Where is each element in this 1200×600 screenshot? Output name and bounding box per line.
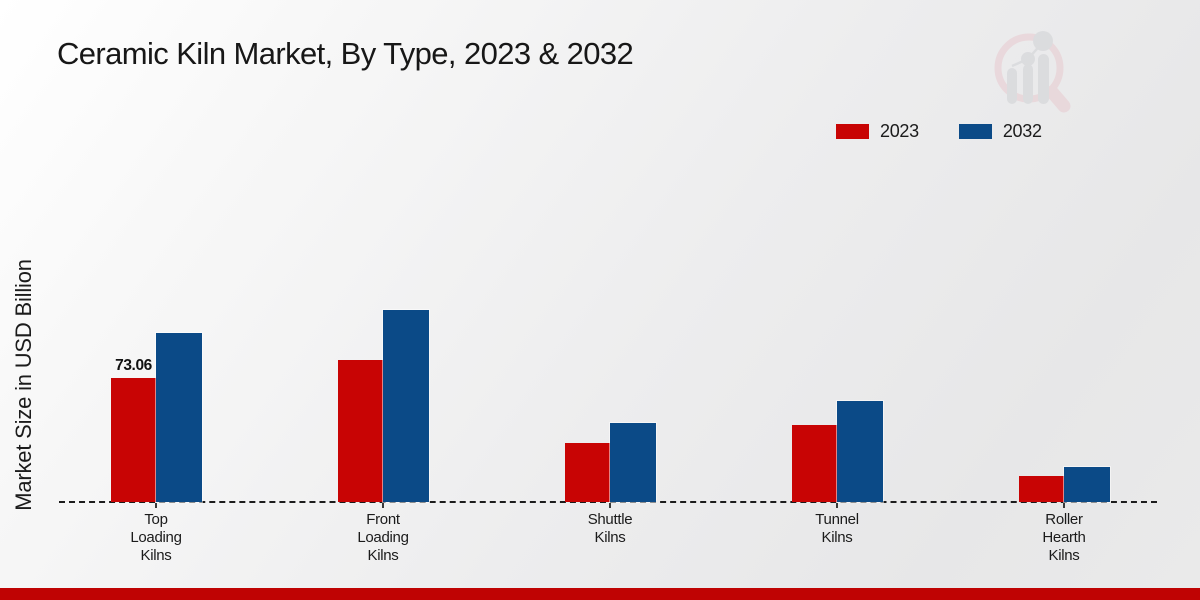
brand-logo-icon [994, 31, 1071, 113]
bar-2023-tunnel-kilns [792, 425, 837, 502]
x-axis-label-roller-hearth-kilns: Roller Hearth Kilns [1042, 511, 1086, 564]
bottom-accent-bar [0, 588, 1200, 600]
x-axis-tick-tunnel-kilns [836, 503, 838, 508]
bar-2023-roller-hearth-kilns [1019, 476, 1064, 502]
legend-item-2032: 2032 [958, 121, 1042, 142]
data-label-2023-top-loading-kilns: 73.06 [115, 357, 152, 374]
bar-2032-front-loading-kilns [383, 310, 429, 502]
bar-2023-shuttle-kilns [565, 443, 610, 502]
bar-2032-top-loading-kilns [156, 333, 202, 502]
x-axis-tick-top-loading-kilns [155, 503, 157, 508]
x-axis-label-front-loading-kilns: Front Loading Kilns [357, 511, 409, 564]
bar-2032-roller-hearth-kilns [1064, 467, 1110, 502]
bar-2023-top-loading-kilns [111, 378, 156, 502]
legend-swatch-2032 [958, 124, 992, 139]
legend-label-2032: 2032 [1002, 121, 1042, 141]
x-axis-label-shuttle-kilns: Shuttle Kilns [587, 511, 633, 546]
page-title: Ceramic Kiln Market, By Type, 2023 & 203… [57, 36, 634, 71]
bar-2032-shuttle-kilns [610, 423, 656, 502]
x-axis-label-top-loading-kilns: Top Loading Kilns [130, 511, 182, 564]
legend-swatch-2023 [836, 124, 869, 139]
x-axis-tick-front-loading-kilns [382, 503, 384, 508]
bar-2023-front-loading-kilns [338, 360, 383, 502]
legend-label-2023: 2023 [880, 121, 919, 141]
x-axis-tick-roller-hearth-kilns [1063, 503, 1065, 508]
legend: 2023 2032 [836, 121, 1042, 142]
y-axis-label: Market Size in USD Billion [11, 259, 36, 511]
x-axis-baseline [59, 501, 1157, 503]
x-axis-label-tunnel-kilns: Tunnel Kilns [815, 511, 859, 546]
x-axis-tick-shuttle-kilns [609, 503, 611, 508]
bar-2032-tunnel-kilns [837, 401, 883, 502]
legend-item-2023: 2023 [836, 121, 919, 142]
